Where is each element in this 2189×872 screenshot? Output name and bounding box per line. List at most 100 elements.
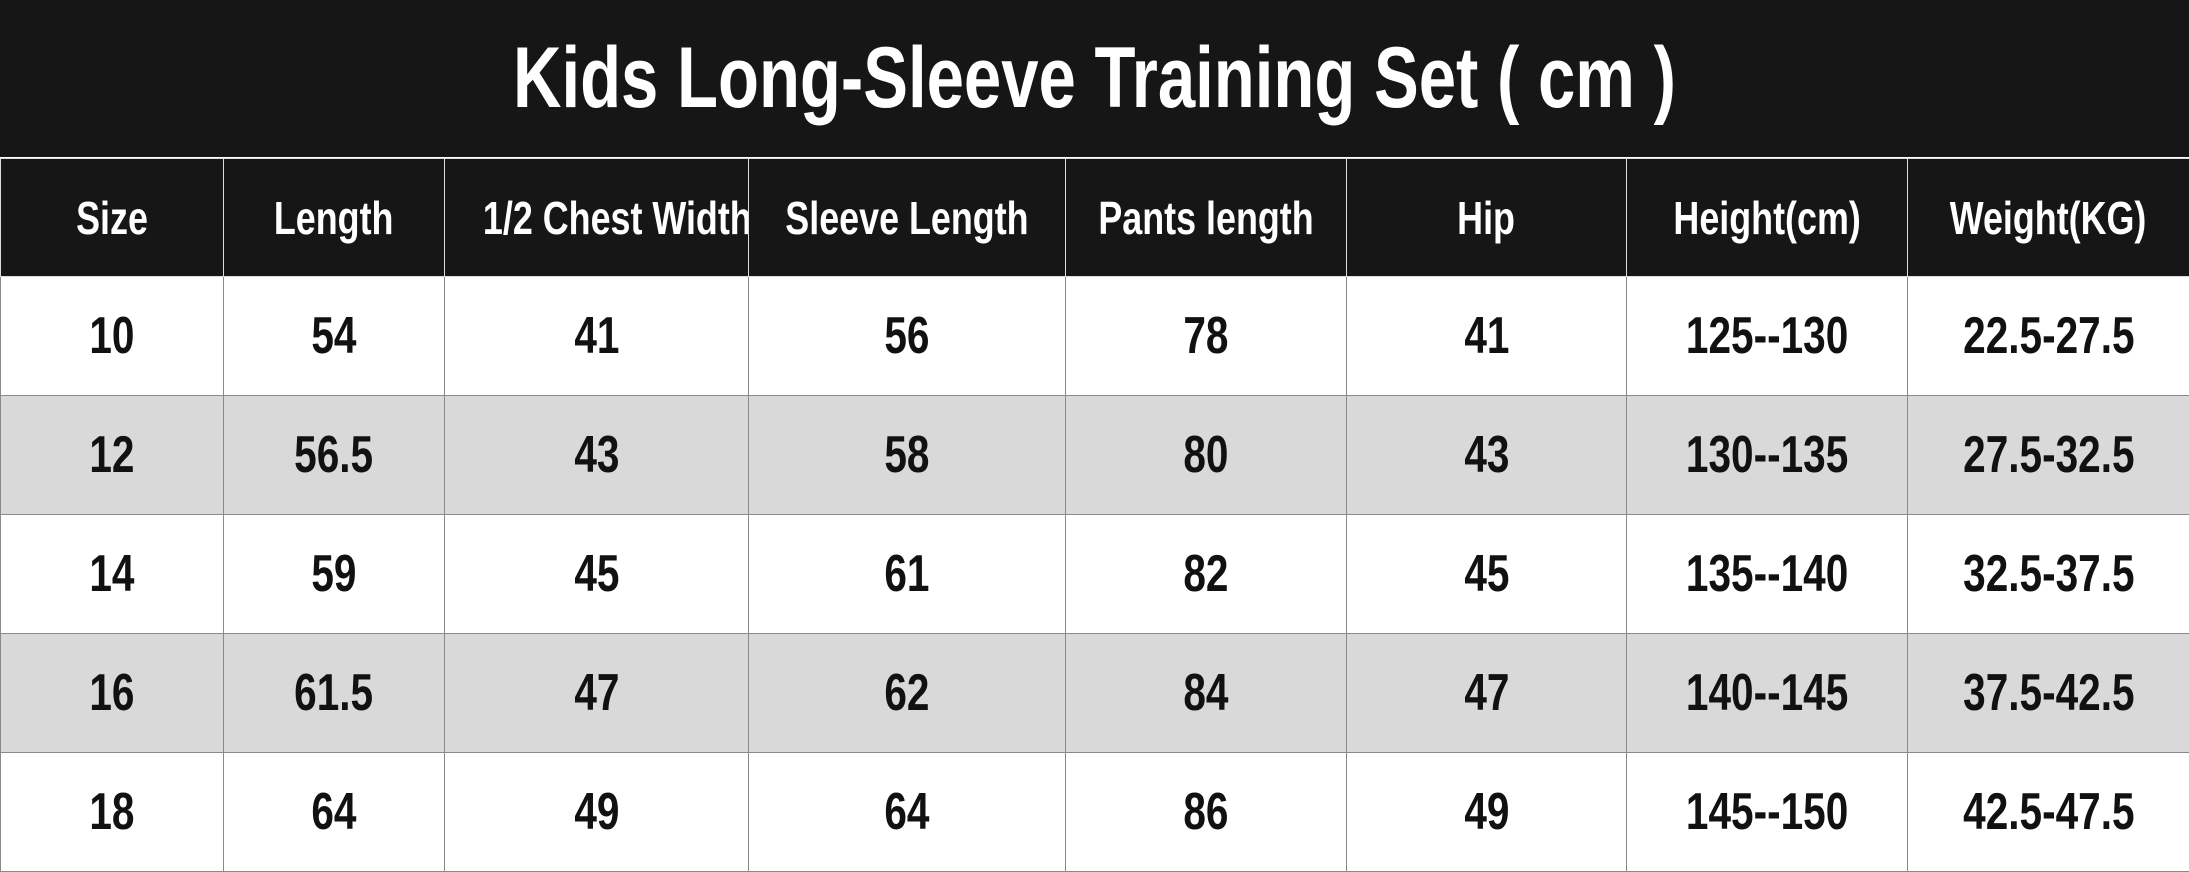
table-cell: 140--145 [1626,633,1908,753]
table-row: 12 56.5 43 58 80 43 130--135 27.5-32.5 [0,395,2189,515]
table-row: 14 59 45 61 82 45 135--140 32.5-37.5 [0,514,2189,634]
cell-value: 14 [89,545,135,603]
cell-value: 42.5-47.5 [1962,783,2135,841]
cell-value: 49 [1463,783,1510,841]
table-cell: 56 [748,276,1066,396]
cell-value: 86 [1183,783,1229,841]
cell-value: 135--140 [1685,545,1849,603]
table-cell: 14 [0,514,224,634]
table-cell: 84 [1065,633,1347,753]
cell-value: 125--130 [1685,307,1849,365]
cell-value: 22.5-27.5 [1962,307,2135,365]
table-cell: 86 [1065,752,1347,872]
cell-value: 61 [884,545,930,603]
header-label: Length [274,191,394,244]
cell-value: 18 [89,783,135,841]
cell-value: 56 [884,307,930,365]
cell-value: 62 [884,664,930,722]
table-cell: 47 [444,633,749,753]
cell-value: 56.5 [294,426,374,484]
cell-value: 59 [311,545,357,603]
cell-value: 61.5 [294,664,374,722]
header-label: Height(cm) [1673,191,1861,244]
table-cell: 56.5 [223,395,445,515]
column-header: Hip [1346,158,1627,277]
column-header: Sleeve Length [748,158,1066,277]
table-cell: 45 [444,514,749,634]
cell-value: 43 [1463,426,1510,484]
header-label: Sleeve Length [785,191,1029,244]
table-cell: 130--135 [1626,395,1908,515]
cell-value: 130--135 [1685,426,1849,484]
table-cell: 12 [0,395,224,515]
table-cell: 64 [748,752,1066,872]
table-cell: 43 [444,395,749,515]
cell-value: 54 [311,307,357,365]
header-label: Weight(KG) [1950,191,2147,244]
table-cell: 64 [223,752,445,872]
table-cell: 82 [1065,514,1347,634]
table-cell: 145--150 [1626,752,1908,872]
cell-value: 58 [884,426,930,484]
column-header: Pants length [1065,158,1347,277]
table-cell: 45 [1346,514,1627,634]
table-cell: 41 [1346,276,1627,396]
column-header: Weight(KG) [1907,158,2189,277]
table-row: 16 61.5 47 62 84 47 140--145 37.5-42.5 [0,633,2189,753]
cell-value: 45 [1463,545,1510,603]
table-row: 18 64 49 64 86 49 145--150 42.5-47.5 [0,752,2189,872]
cell-value: 43 [573,426,620,484]
table-cell: 58 [748,395,1066,515]
column-header: 1/2 Chest Width [444,158,749,277]
table-cell: 43 [1346,395,1627,515]
table-cell: 49 [444,752,749,872]
cell-value: 27.5-32.5 [1962,426,2135,484]
column-header: Height(cm) [1626,158,1908,277]
table-cell: 10 [0,276,224,396]
table-cell: 41 [444,276,749,396]
table-cell: 135--140 [1626,514,1908,634]
table-cell: 78 [1065,276,1347,396]
table-cell: 62 [748,633,1066,753]
table-cell: 61.5 [223,633,445,753]
header-row: Size Length 1/2 Chest Width Sleeve Length Pa… [0,158,2189,277]
header-label: Pants length [1098,191,1314,244]
table-cell: 18 [0,752,224,872]
cell-value: 32.5-37.5 [1962,545,2135,603]
table-cell: 32.5-37.5 [1907,514,2189,634]
table-row: 10 54 41 56 78 41 125--130 22.5-27.5 [0,276,2189,396]
cell-value: 140--145 [1685,664,1849,722]
cell-value: 41 [573,307,620,365]
table-cell: 59 [223,514,445,634]
cell-value: 16 [89,664,135,722]
table-cell: 125--130 [1626,276,1908,396]
cell-value: 78 [1183,307,1229,365]
cell-value: 49 [573,783,620,841]
cell-value: 47 [1463,664,1510,722]
cell-value: 145--150 [1685,783,1849,841]
table-cell: 47 [1346,633,1627,753]
table-cell: 27.5-32.5 [1907,395,2189,515]
table-cell: 22.5-27.5 [1907,276,2189,396]
chart-title: Kids Long-Sleeve Training Set ( cm ) [0,0,2189,158]
cell-value: 84 [1183,664,1229,722]
cell-value: 12 [89,426,135,484]
table-cell: 37.5-42.5 [1907,633,2189,753]
title-text: Kids Long-Sleeve Training Set ( cm ) [513,30,1676,126]
column-header: Size [0,158,224,277]
size-table: Size Length 1/2 Chest Width Sleeve Length Pa… [0,158,2189,872]
cell-value: 41 [1463,307,1510,365]
table-cell: 49 [1346,752,1627,872]
cell-value: 82 [1183,545,1229,603]
cell-value: 64 [311,783,357,841]
table-cell: 80 [1065,395,1347,515]
cell-value: 47 [573,664,620,722]
table-cell: 42.5-47.5 [1907,752,2189,872]
cell-value: 80 [1183,426,1229,484]
column-header: Length [223,158,445,277]
cell-value: 45 [573,545,620,603]
cell-value: 10 [89,307,135,365]
header-label: 1/2 Chest Width [482,191,749,244]
header-label: Hip [1457,191,1516,244]
cell-value: 64 [884,783,930,841]
